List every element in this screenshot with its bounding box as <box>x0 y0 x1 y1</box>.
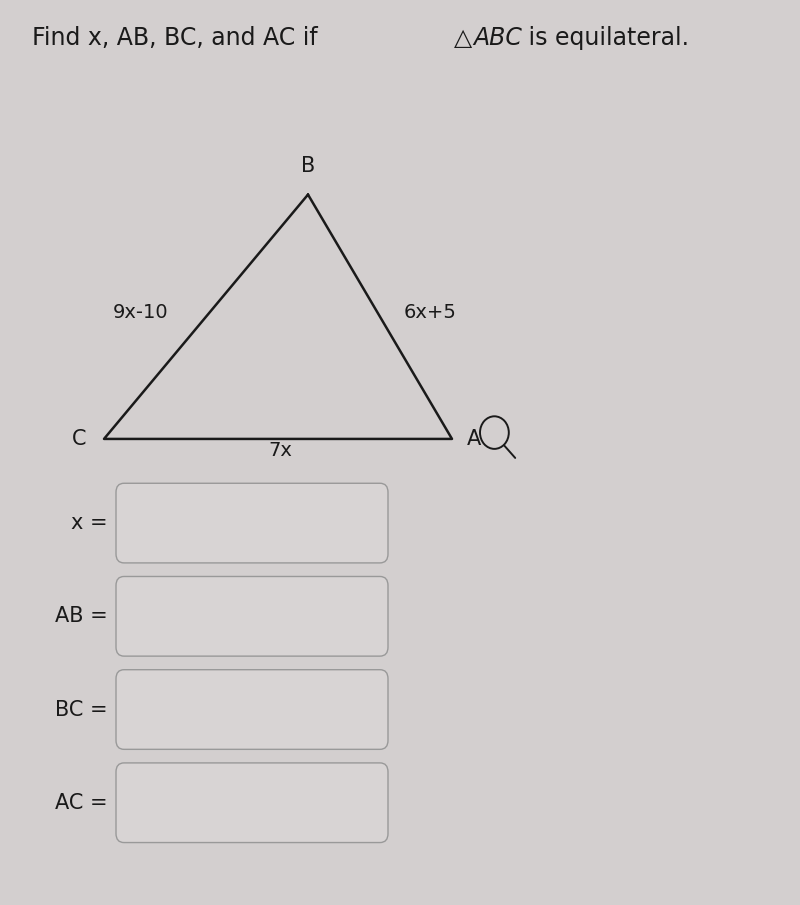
Text: ABC: ABC <box>474 26 522 50</box>
Text: A: A <box>466 429 481 449</box>
Text: B: B <box>301 157 315 176</box>
Text: 6x+5: 6x+5 <box>404 303 457 321</box>
FancyBboxPatch shape <box>116 763 388 843</box>
Text: AB =: AB = <box>55 606 108 626</box>
Text: △: △ <box>454 26 472 50</box>
Text: C: C <box>72 429 86 449</box>
Text: 7x: 7x <box>268 442 292 460</box>
FancyBboxPatch shape <box>116 576 388 656</box>
FancyBboxPatch shape <box>116 483 388 563</box>
FancyBboxPatch shape <box>116 670 388 749</box>
Text: Find x, AB, BC, and AC if: Find x, AB, BC, and AC if <box>32 26 326 50</box>
Text: 9x-10: 9x-10 <box>112 303 168 321</box>
Text: BC =: BC = <box>55 700 108 719</box>
Text: AC =: AC = <box>55 793 108 813</box>
Text: is equilateral.: is equilateral. <box>521 26 689 50</box>
Text: x =: x = <box>71 513 108 533</box>
